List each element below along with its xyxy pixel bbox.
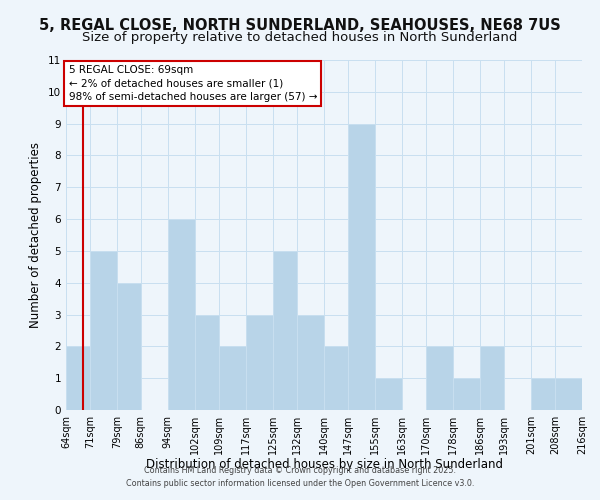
Text: Size of property relative to detached houses in North Sunderland: Size of property relative to detached ho… <box>82 31 518 44</box>
Bar <box>219 346 246 410</box>
Bar <box>324 346 348 410</box>
Bar <box>273 251 297 410</box>
Text: 5, REGAL CLOSE, NORTH SUNDERLAND, SEAHOUSES, NE68 7US: 5, REGAL CLOSE, NORTH SUNDERLAND, SEAHOU… <box>39 18 561 32</box>
Bar <box>246 314 273 410</box>
Bar <box>195 314 219 410</box>
Bar <box>297 314 324 410</box>
Text: 5 REGAL CLOSE: 69sqm
← 2% of detached houses are smaller (1)
98% of semi-detache: 5 REGAL CLOSE: 69sqm ← 2% of detached ho… <box>68 66 317 102</box>
Y-axis label: Number of detached properties: Number of detached properties <box>29 142 43 328</box>
X-axis label: Distribution of detached houses by size in North Sunderland: Distribution of detached houses by size … <box>146 458 503 471</box>
Bar <box>90 251 117 410</box>
Bar <box>375 378 402 410</box>
Bar <box>66 346 90 410</box>
Text: Contains HM Land Registry data © Crown copyright and database right 2025.
Contai: Contains HM Land Registry data © Crown c… <box>126 466 474 487</box>
Bar <box>555 378 582 410</box>
Bar <box>168 219 195 410</box>
Bar <box>453 378 480 410</box>
Bar <box>426 346 453 410</box>
Bar <box>117 282 140 410</box>
Bar <box>480 346 504 410</box>
Bar <box>531 378 555 410</box>
Bar <box>348 124 375 410</box>
